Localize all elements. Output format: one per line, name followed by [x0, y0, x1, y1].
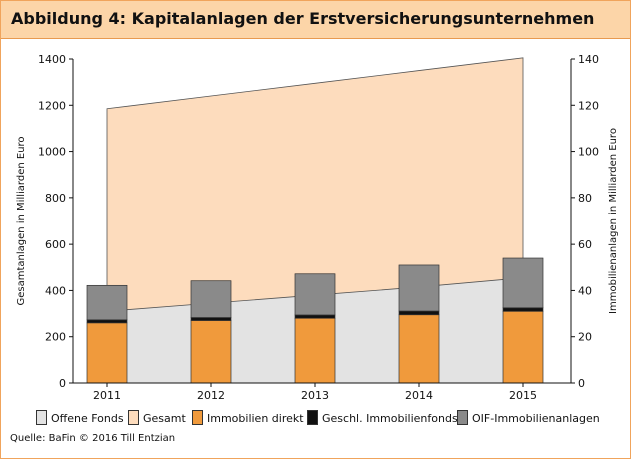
- right-tick-label: 60: [578, 238, 592, 251]
- bar-immobilien-direkt: [398, 314, 440, 384]
- bar-geschl-immobilienfonds: [502, 307, 544, 312]
- legend-swatch: [128, 410, 139, 425]
- right-tick-label: 100: [578, 146, 599, 159]
- x-tick-label: 2015: [509, 389, 537, 402]
- x-tick-label: 2014: [405, 389, 433, 402]
- legend-label: Offene Fonds: [51, 412, 124, 425]
- legend-swatch: [36, 410, 47, 425]
- chart-svg: 0 200 400 600 800 1000 1200 1400 0 20 40 60 80 100 12…: [16, 53, 619, 402]
- right-tick-label: 80: [578, 192, 592, 205]
- legend-swatch: [307, 410, 318, 425]
- bar-oif-immobilienanlagen: [398, 264, 440, 312]
- legend-item-immobilien-direkt: Immobilien direkt: [192, 410, 304, 425]
- bar-oif-immobilienanlagen: [86, 284, 128, 321]
- left-tick-label: 800: [45, 192, 66, 205]
- x-tick-label: 2012: [197, 389, 225, 402]
- left-axis-title: Gesamtanlagen in Milliarden Euro: [16, 136, 27, 305]
- legend-swatch: [192, 410, 203, 425]
- right-tick-label: 40: [578, 284, 592, 297]
- bar-geschl-immobilienfonds: [86, 319, 128, 324]
- bar-oif-immobilienanlagen: [294, 273, 336, 316]
- right-tick-label: 20: [578, 331, 592, 344]
- legend-label: Immobilien direkt: [207, 412, 304, 425]
- bar-layer: [86, 257, 544, 384]
- right-tick-label: 120: [578, 99, 599, 112]
- bar-geschl-immobilienfonds: [398, 310, 440, 316]
- right-tick-label: 140: [578, 53, 599, 66]
- bar-geschl-immobilienfonds: [294, 314, 336, 319]
- figure-header: Abbildung 4: Kapitalanlagen der Erstvers…: [1, 1, 630, 39]
- legend-label: Geschl. Immobilienfonds: [322, 412, 458, 425]
- legend-swatch: [457, 410, 468, 425]
- legend-label: Gesamt: [143, 412, 186, 425]
- bar-immobilien-direkt: [502, 310, 544, 384]
- bar-oif-immobilienanlagen: [190, 280, 232, 318]
- bar-immobilien-direkt: [294, 317, 336, 384]
- left-tick-label: 0: [59, 377, 66, 390]
- right-axis-ticks: 0 20 40 60 80 100 120 140: [571, 53, 599, 390]
- legend: Offene Fonds Gesamt Immobilien direkt Ge…: [0, 407, 629, 427]
- left-tick-label: 200: [45, 331, 66, 344]
- x-tick-label: 2011: [93, 389, 121, 402]
- left-tick-label: 1400: [38, 53, 66, 66]
- left-axis-ticks: 0 200 400 600 800 1000 1200 1400: [38, 53, 73, 390]
- bar-immobilien-direkt: [86, 322, 128, 384]
- right-axis-title: Immobilienanlagen in Milliarden Euro: [608, 128, 619, 314]
- legend-label: OIF-Immobilienanlagen: [472, 412, 600, 425]
- left-tick-label: 400: [45, 284, 66, 297]
- legend-item-oif-immobilienanlagen: OIF-Immobilienanlagen: [457, 410, 600, 425]
- x-tick-label: 2013: [301, 389, 329, 402]
- bar-oif-immobilienanlagen: [502, 257, 544, 309]
- left-tick-label: 1200: [38, 99, 66, 112]
- bar-immobilien-direkt: [190, 320, 232, 384]
- figure-title: Abbildung 4: Kapitalanlagen der Erstvers…: [11, 9, 595, 28]
- source-note: Quelle: BaFin © 2016 Till Entzian: [10, 433, 176, 444]
- left-tick-label: 1000: [38, 146, 66, 159]
- legend-item-offene-fonds: Offene Fonds: [36, 410, 124, 425]
- legend-item-geschl-immobilienfonds: Geschl. Immobilienfonds: [307, 410, 458, 425]
- x-axis-ticks: 2011 2012 2013 2014 2015: [93, 383, 537, 402]
- bar-geschl-immobilienfonds: [190, 317, 232, 321]
- left-tick-label: 600: [45, 238, 66, 251]
- legend-item-gesamt: Gesamt: [128, 410, 186, 425]
- right-tick-label: 0: [578, 377, 585, 390]
